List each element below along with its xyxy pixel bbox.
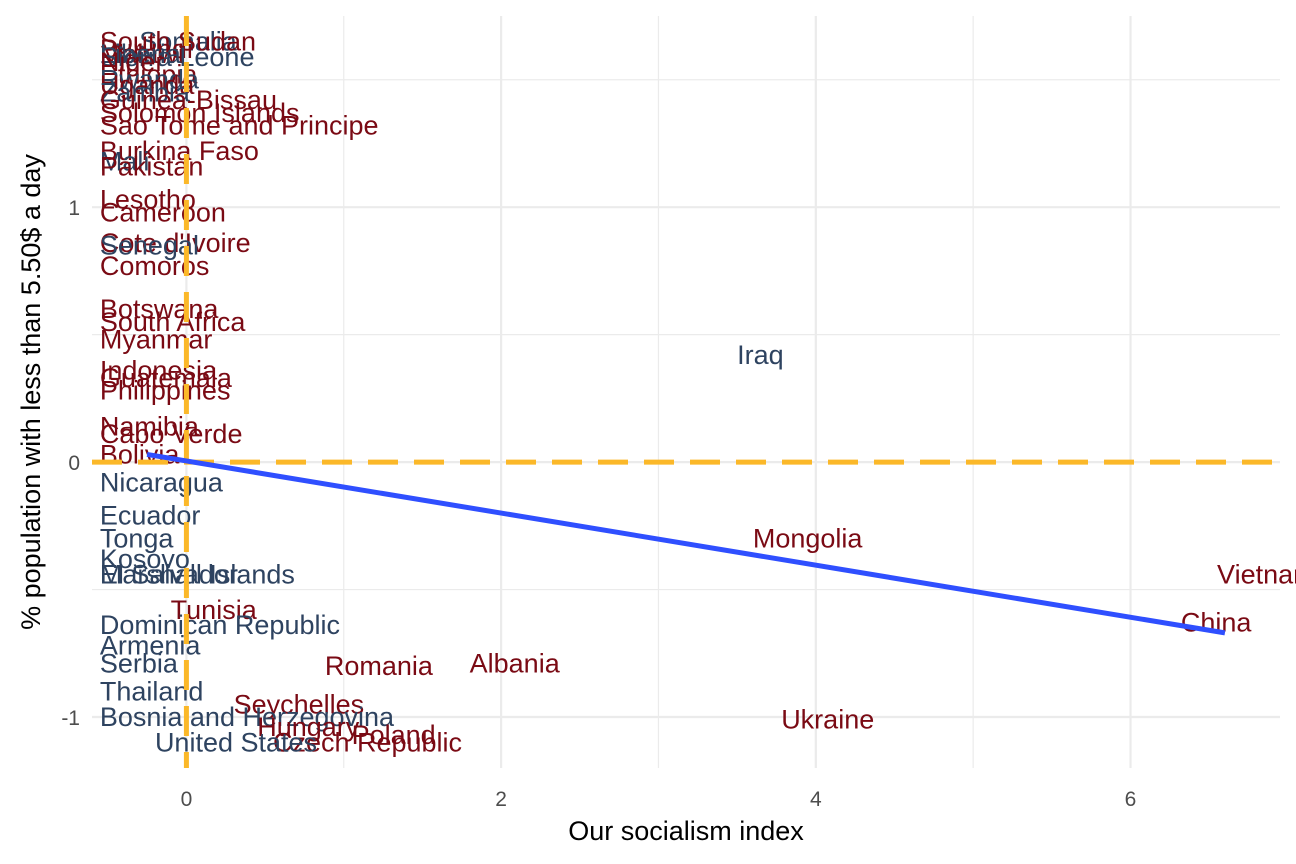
trend-line (146, 451, 1226, 636)
trend-line-group (146, 451, 1226, 636)
point-label: Cote d'Ivoire (100, 228, 251, 258)
y-tick-label: -1 (61, 707, 80, 730)
point-label: Rwanda (100, 65, 200, 95)
point-label: Niger (100, 47, 165, 77)
point-label: Dominican Republic (100, 610, 340, 640)
point-label: South Sudan (100, 26, 256, 56)
point-label: Romania (325, 651, 434, 681)
point-label: Indonesia (100, 355, 218, 385)
point-label: Hungary (257, 712, 360, 742)
point-label: Iraq (737, 340, 784, 370)
point-label: Marshall Islands (100, 559, 295, 589)
point-label: Mali (100, 146, 150, 176)
point-label: Zambia (100, 77, 191, 107)
x-tick-label: 0 (181, 788, 193, 811)
y-tick-label: 1 (68, 197, 80, 220)
point-label: Tonga (100, 524, 175, 554)
point-label: El Salvador (100, 559, 238, 589)
point-label: Sao Tome and Principe (100, 111, 379, 141)
point-label: United States (155, 728, 317, 758)
point-label: Cabo Verde (100, 419, 243, 449)
reference-lines (92, 16, 1280, 768)
point-label: Mongolia (753, 524, 864, 554)
tick-labels: 0 2 4 6 -1 0 1 (61, 197, 1136, 811)
point-label: Cameroon (100, 197, 226, 227)
point-label: Guatemala (100, 363, 233, 393)
point-label: Liberia (100, 39, 182, 69)
point-label: Burundi (100, 34, 193, 64)
x-tick-label: 2 (495, 788, 507, 811)
point-label: Botswana (100, 294, 220, 324)
point-label: Senegal (100, 230, 199, 260)
point-label: Kosovo (100, 544, 190, 574)
x-tick-label: 6 (1125, 788, 1137, 811)
point-label: Myanmar (100, 325, 213, 355)
x-tick-label: 4 (810, 788, 822, 811)
point-label: Vietnam (1217, 559, 1296, 589)
x-axis-title: Our socialism index (568, 816, 804, 846)
point-label: Philippines (100, 376, 231, 406)
point-label: Bolivia (100, 439, 181, 469)
y-tick-label: 0 (68, 452, 80, 475)
point-label: Lesotho (100, 185, 196, 215)
point-label: Malawi (100, 39, 184, 69)
point-label: Namibia (100, 411, 200, 441)
point-label: Ukraine (781, 705, 874, 735)
point-label: Uganda (100, 70, 196, 100)
point-label: Solomon Islands (100, 98, 300, 128)
point-label: Serbia (100, 648, 179, 678)
point-label: Nicaragua (100, 467, 224, 497)
point-label: Seychelles (234, 689, 365, 719)
point-label: Czech Republic (273, 728, 462, 758)
point-label: Comoros (100, 251, 210, 281)
point-label: South Africa (100, 307, 247, 337)
point-label: Bosnia and Herzegovina (100, 702, 395, 732)
point-label: Ethiopia (100, 60, 199, 90)
y-axis-title: % population with less than 5.50$ a day (16, 154, 46, 630)
point-label: Ecuador (100, 501, 201, 531)
point-label: Burkina Faso (100, 136, 259, 166)
point-label: Albania (470, 648, 561, 678)
point-label: Sierra Leone (100, 42, 255, 72)
point-label: Poland (352, 720, 436, 750)
